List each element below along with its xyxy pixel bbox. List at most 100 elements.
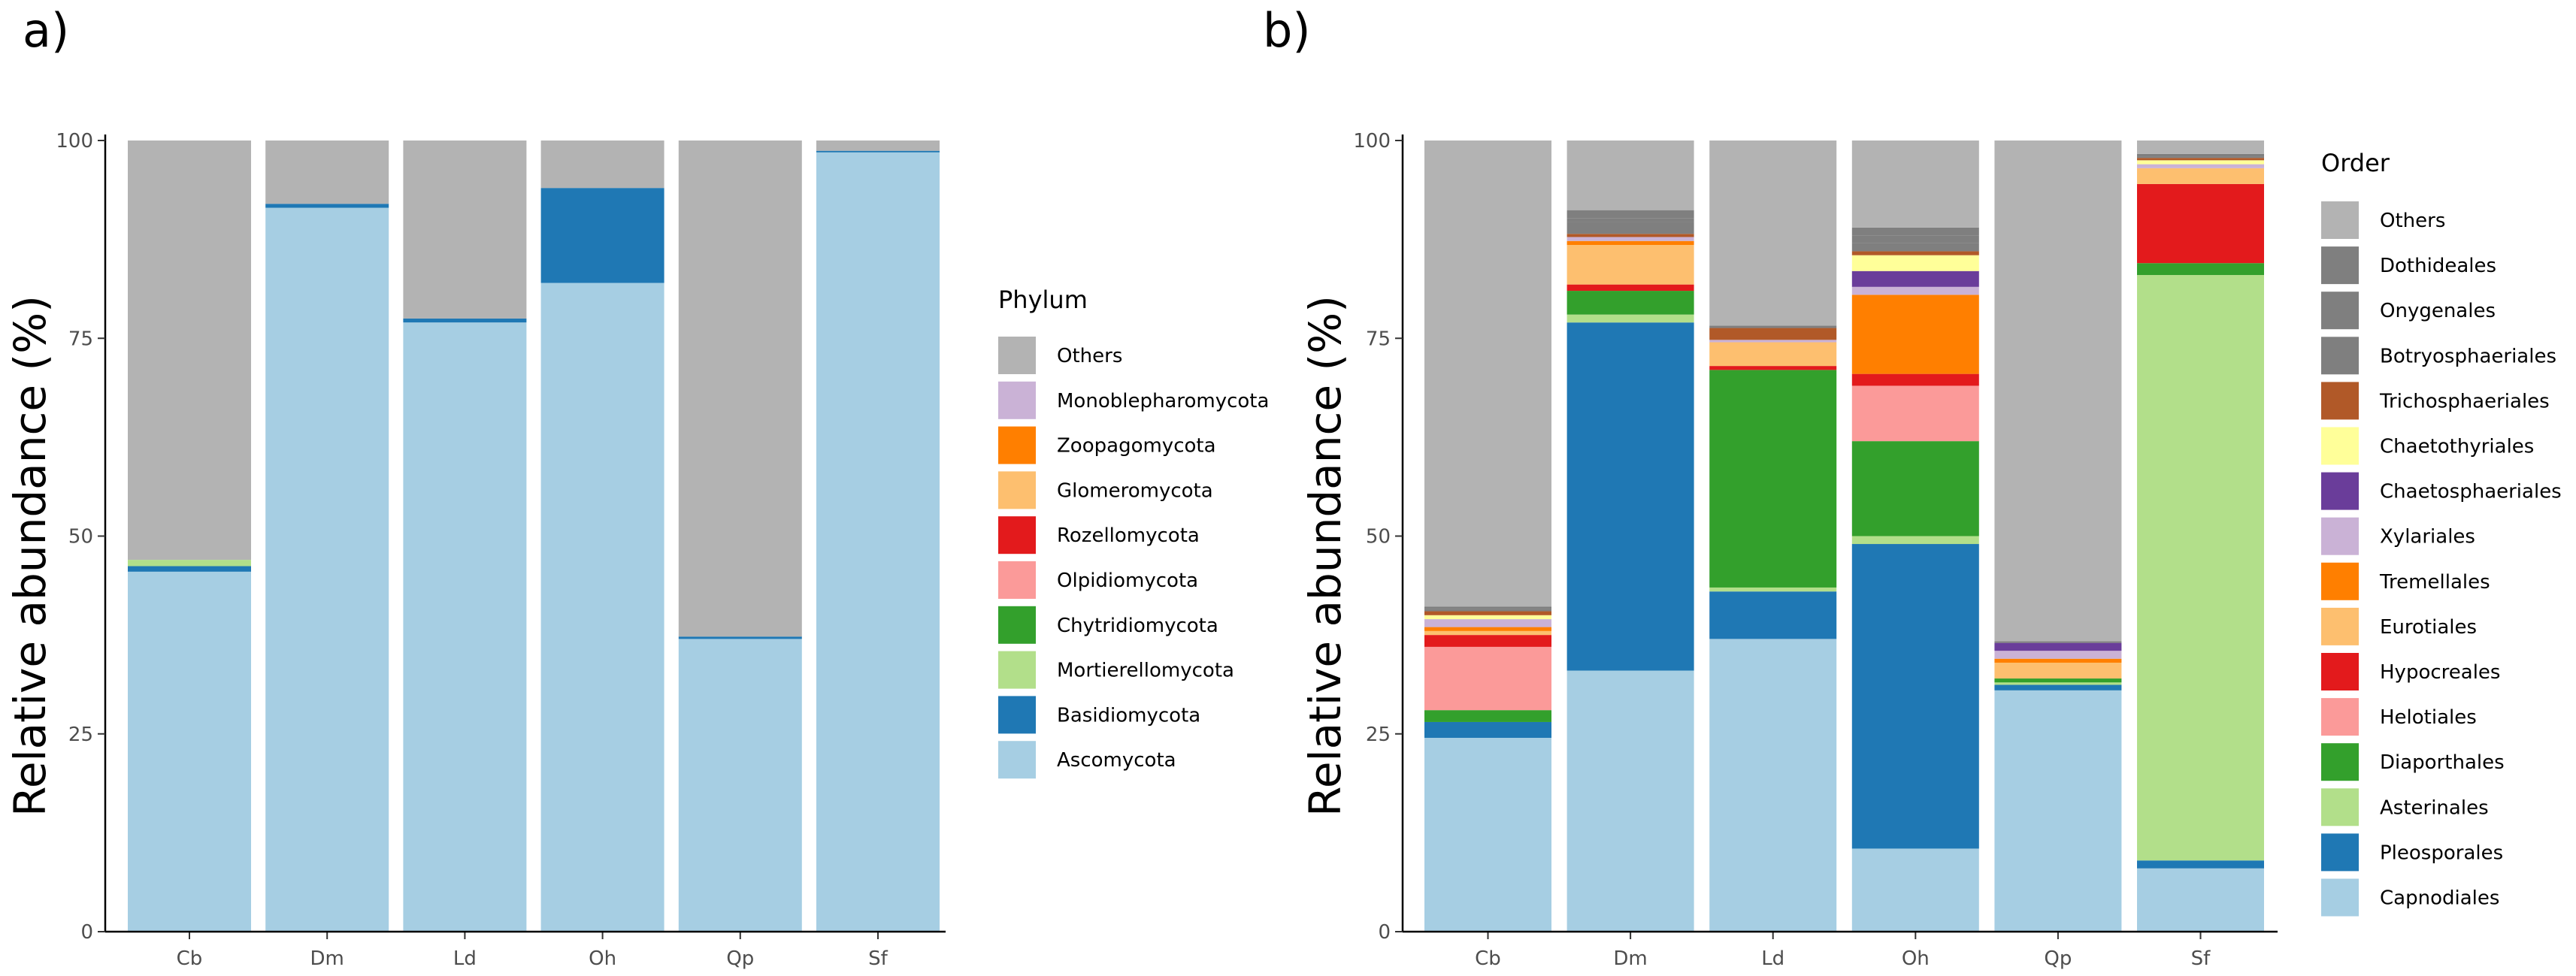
bar-segment (1709, 342, 1837, 367)
legend-label: Rozellomycota (1057, 524, 1200, 547)
bar-segment (816, 152, 940, 932)
legend-swatch (2321, 833, 2359, 872)
y-tick-label: 75 (1366, 328, 1391, 350)
legend-label: Others (1057, 345, 1122, 367)
x-tick-label: Dm (310, 947, 344, 970)
legend-swatch (2321, 246, 2359, 285)
legend-swatch (2321, 698, 2359, 736)
panel-label: b) (1263, 3, 1311, 58)
bar-segment (1424, 721, 1551, 739)
legend-swatch (2321, 653, 2359, 690)
bar-segment (1566, 210, 1694, 219)
y-tick-label: 50 (1366, 526, 1391, 548)
bar-segment (1851, 536, 1979, 545)
bar-segment (2137, 860, 2264, 869)
y-tick-label: 25 (68, 724, 93, 746)
y-tick-label: 50 (68, 526, 93, 548)
legend-swatch (998, 651, 1036, 689)
legend-swatch (998, 561, 1036, 599)
bar-segment (1709, 366, 1837, 370)
legend-label: Capnodiales (2380, 887, 2499, 910)
legend-swatch (998, 471, 1036, 509)
legend-label: Ascomycota (1057, 749, 1176, 772)
legend-swatch (998, 516, 1036, 554)
legend-label: Pleosporales (2380, 842, 2503, 864)
legend-label: Chytridiomycota (1057, 615, 1218, 637)
bar-segment (1566, 314, 1694, 323)
bar-segment (1424, 627, 1551, 631)
legend-swatch (2321, 607, 2359, 645)
bar-segment (265, 207, 389, 932)
bar-segment (1994, 658, 2122, 663)
bar-segment (1566, 322, 1694, 671)
bar-segment (1851, 544, 1979, 849)
legend-swatch (998, 426, 1036, 464)
y-axis-title: Relative abundance (%) (1300, 295, 1351, 817)
legend-label: Basidiomycota (1057, 704, 1200, 727)
legend-label: Helotiales (2380, 706, 2477, 729)
legend-label: Mortierellomycota (1057, 660, 1234, 682)
legend-swatch (998, 741, 1036, 779)
bar-segment (540, 283, 664, 932)
bar-segment (1566, 240, 1694, 245)
legend-swatch (2321, 427, 2359, 465)
bar-segment (1994, 651, 2122, 659)
bar-segment (1851, 251, 1979, 255)
bar-segment (2137, 168, 2264, 184)
legend-label: Diaporthales (2380, 751, 2505, 774)
legend-label: Xylariales (2380, 526, 2475, 548)
legend-label: Asterinales (2380, 796, 2489, 819)
y-tick-label: 0 (80, 921, 93, 944)
bar-segment (2137, 156, 2264, 159)
bar-segment (1424, 611, 1551, 615)
bar-segment (1994, 141, 2122, 642)
bar-segment (1424, 646, 1551, 711)
legend-title: Order (2321, 149, 2390, 177)
bar-segment (1709, 370, 1837, 588)
legend-swatch (2321, 788, 2359, 826)
bar-segment (1566, 244, 1694, 285)
y-tick-label: 100 (1353, 130, 1391, 153)
bar-segment (1851, 373, 1979, 386)
bar-segment (1851, 286, 1979, 295)
x-tick-label: Sf (868, 947, 888, 970)
bar-segment (128, 560, 251, 567)
bar-segment (1566, 218, 1694, 222)
bar-segment (2137, 275, 2264, 861)
legend-label: Onygenales (2380, 300, 2496, 322)
legend-swatch (2321, 517, 2359, 555)
panel-label: a) (23, 3, 69, 58)
legend-swatch (2321, 201, 2359, 239)
legend-label: Glomeromycota (1057, 479, 1213, 502)
x-tick-label: Ld (1761, 947, 1784, 970)
bar-segment (403, 141, 527, 319)
legend-title: Phylum (998, 286, 1088, 314)
bar-segment (403, 322, 527, 932)
bar-segment (678, 141, 802, 637)
y-tick-label: 75 (68, 328, 93, 350)
bar-segment (1851, 141, 1979, 228)
bar-segment (678, 639, 802, 932)
bar-segment (2137, 183, 2264, 264)
bar-segment (1424, 619, 1551, 627)
bar-segment (1709, 325, 1837, 328)
bar-segment (1851, 235, 1979, 243)
bar-segment (1851, 848, 1979, 932)
legend-swatch (2321, 337, 2359, 375)
legend-swatch (2321, 743, 2359, 781)
bar-segment (1424, 635, 1551, 647)
bar-segment (1994, 678, 2122, 683)
bar-segment (678, 636, 802, 639)
bar-segment (1424, 738, 1551, 932)
x-tick-label: Cb (177, 947, 203, 970)
legend-swatch (2321, 292, 2359, 330)
bar-segment (1994, 684, 2122, 690)
legend-label: Trichosphaeriales (2379, 390, 2550, 412)
bar-segment (1424, 630, 1551, 636)
bar-segment (1566, 141, 1694, 210)
legend-swatch (998, 337, 1036, 374)
bar-segment (1566, 284, 1694, 292)
bar-segment (1709, 591, 1837, 639)
bar-segment (2137, 160, 2264, 165)
